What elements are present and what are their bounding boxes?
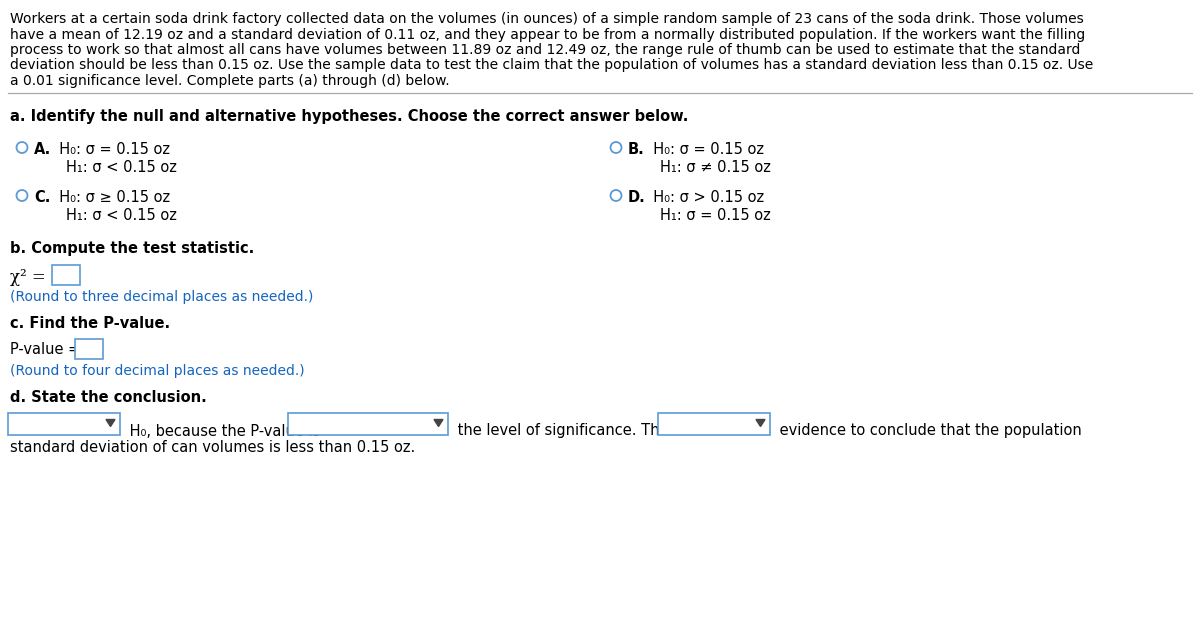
Polygon shape bbox=[106, 419, 115, 427]
Text: (Round to three decimal places as needed.): (Round to three decimal places as needed… bbox=[10, 290, 313, 305]
Text: D.: D. bbox=[628, 190, 646, 205]
Text: P-value =: P-value = bbox=[10, 343, 80, 358]
Text: H₁: σ < 0.15 oz: H₁: σ < 0.15 oz bbox=[66, 160, 176, 175]
Text: evidence to conclude that the population: evidence to conclude that the population bbox=[775, 424, 1081, 439]
Text: H₀: σ ≥ 0.15 oz: H₀: σ ≥ 0.15 oz bbox=[50, 190, 170, 205]
Bar bbox=[74, 338, 103, 358]
Text: C.: C. bbox=[34, 190, 50, 205]
Text: (Round to four decimal places as needed.): (Round to four decimal places as needed.… bbox=[10, 364, 305, 379]
Text: χ² =: χ² = bbox=[10, 269, 46, 285]
Text: Workers at a certain soda drink factory collected data on the volumes (in ounces: Workers at a certain soda drink factory … bbox=[10, 12, 1084, 26]
Bar bbox=[658, 412, 770, 435]
Text: standard deviation of can volumes is less than 0.15 oz.: standard deviation of can volumes is les… bbox=[10, 440, 415, 455]
Text: B.: B. bbox=[628, 142, 644, 157]
Polygon shape bbox=[756, 419, 766, 427]
Text: deviation should be less than 0.15 oz. Use the sample data to test the claim tha: deviation should be less than 0.15 oz. U… bbox=[10, 58, 1093, 73]
Text: A.: A. bbox=[34, 142, 52, 157]
Text: b. Compute the test statistic.: b. Compute the test statistic. bbox=[10, 241, 254, 256]
Text: H₀: σ = 0.15 oz: H₀: σ = 0.15 oz bbox=[50, 142, 170, 157]
Text: H₀: σ = 0.15 oz: H₀: σ = 0.15 oz bbox=[644, 142, 764, 157]
Polygon shape bbox=[434, 419, 443, 427]
Bar bbox=[288, 412, 448, 435]
Text: process to work so that almost all cans have volumes between 11.89 oz and 12.49 : process to work so that almost all cans … bbox=[10, 43, 1080, 57]
Text: a. Identify the null and alternative hypotheses. Choose the correct answer below: a. Identify the null and alternative hyp… bbox=[10, 108, 689, 124]
Text: the level of significance. There is: the level of significance. There is bbox=[454, 424, 700, 439]
Text: H₁: σ = 0.15 oz: H₁: σ = 0.15 oz bbox=[660, 208, 770, 223]
Text: have a mean of 12.19 oz and a standard deviation of 0.11 oz, and they appear to : have a mean of 12.19 oz and a standard d… bbox=[10, 27, 1085, 42]
Text: a 0.01 significance level. Complete parts (a) through (d) below.: a 0.01 significance level. Complete part… bbox=[10, 74, 450, 88]
Text: H₁: σ ≠ 0.15 oz: H₁: σ ≠ 0.15 oz bbox=[660, 160, 770, 175]
Bar bbox=[52, 264, 80, 284]
Text: H₁: σ < 0.15 oz: H₁: σ < 0.15 oz bbox=[66, 208, 176, 223]
Bar bbox=[8, 412, 120, 435]
Text: H₀, because the P-value is: H₀, because the P-value is bbox=[125, 424, 320, 439]
Text: c. Find the P-value.: c. Find the P-value. bbox=[10, 317, 170, 332]
Text: d. State the conclusion.: d. State the conclusion. bbox=[10, 391, 206, 406]
Text: H₀: σ > 0.15 oz: H₀: σ > 0.15 oz bbox=[644, 190, 764, 205]
